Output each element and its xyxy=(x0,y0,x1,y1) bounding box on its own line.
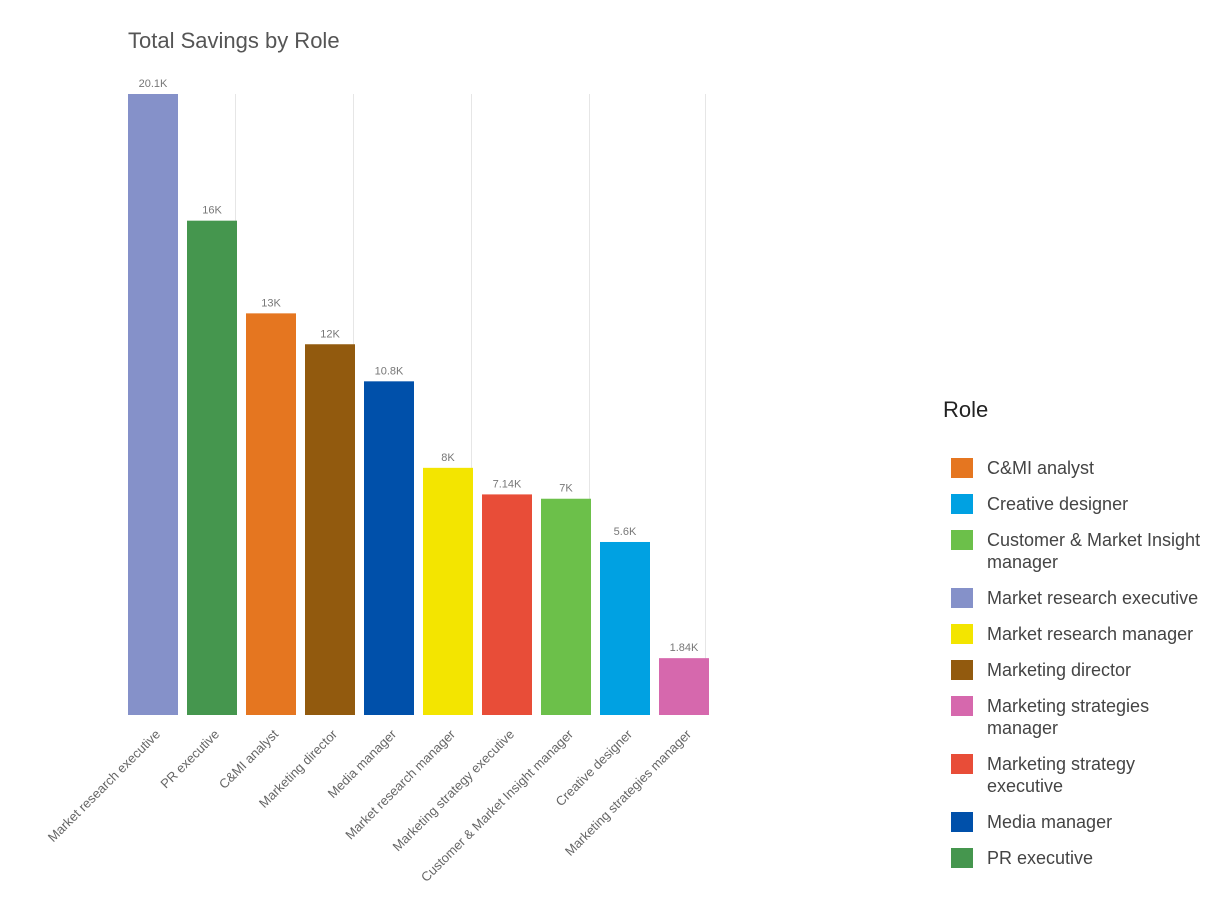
legend-item-8: Marketing strategy executive xyxy=(951,754,1135,796)
legend-label-4: Market research executive xyxy=(987,588,1198,608)
data-label-4: 12K xyxy=(320,328,340,340)
x-tick-label-2: PR executive xyxy=(157,727,222,792)
legend-label-1: C&MI analyst xyxy=(987,458,1094,478)
legend-swatch-10 xyxy=(951,848,973,868)
x-tick-label-3: C&MI analyst xyxy=(216,726,282,792)
bar-7 xyxy=(482,494,532,715)
data-label-8: 7K xyxy=(559,483,573,495)
bar-8 xyxy=(541,498,591,715)
x-tick-label-6: Market research manager xyxy=(342,726,458,842)
x-tick-label-7: Marketing strategy executive xyxy=(390,727,518,855)
bar-9 xyxy=(600,541,650,715)
legend-label-6: Marketing director xyxy=(987,660,1131,680)
data-label-2: 16K xyxy=(202,205,222,217)
data-label-9: 5.6K xyxy=(614,526,637,538)
legend-item-1: C&MI analyst xyxy=(951,458,1094,478)
legend-item-9: Media manager xyxy=(951,812,1112,832)
legend-swatch-5 xyxy=(951,624,973,644)
legend-label-5: Market research manager xyxy=(987,624,1193,644)
bar-4 xyxy=(305,344,355,715)
x-tick-label-1: Market research executive xyxy=(45,727,163,845)
legend: Role C&MI analyst Creative designer Custom… xyxy=(943,397,1200,868)
legend-item-4: Market research executive xyxy=(951,588,1198,608)
data-label-7: 7.14K xyxy=(493,478,522,490)
legend-item-10: PR executive xyxy=(951,848,1093,868)
legend-label-3: Customer & Market Insight manager xyxy=(987,530,1200,572)
bars xyxy=(128,94,709,716)
legend-item-2: Creative designer xyxy=(951,494,1128,514)
legend-swatch-8 xyxy=(951,754,973,774)
data-label-3: 13K xyxy=(261,297,281,309)
data-labels: 20.1K 16K 13K 12K 10.8K 8K 7.14K 7K 5.6K 1.84K xyxy=(139,78,699,654)
legend-label-9: Media manager xyxy=(987,812,1112,832)
legend-swatch-7 xyxy=(951,696,973,716)
bar-3 xyxy=(246,313,296,715)
data-label-10: 1.84K xyxy=(670,642,699,654)
legend-item-5: Market research manager xyxy=(951,624,1193,644)
chart-title: Total Savings by Role xyxy=(128,28,340,53)
data-label-1: 20.1K xyxy=(139,78,168,90)
legend-label-7: Marketing strategies manager xyxy=(987,696,1149,738)
bar-2 xyxy=(187,220,237,716)
bar-10 xyxy=(659,658,709,715)
legend-title: Role xyxy=(943,397,988,422)
legend-swatch-4 xyxy=(951,588,973,608)
legend-swatch-3 xyxy=(951,530,973,550)
legend-item-6: Marketing director xyxy=(951,660,1131,680)
legend-item-7: Marketing strategies manager xyxy=(951,696,1149,738)
x-tick-label-10: Marketing strategies manager xyxy=(562,726,695,859)
bar-1 xyxy=(128,94,178,715)
legend-item-3: Customer & Market Insight manager xyxy=(951,530,1200,572)
legend-swatch-6 xyxy=(951,660,973,680)
bar-5 xyxy=(364,381,414,715)
legend-label-2: Creative designer xyxy=(987,494,1128,514)
legend-swatch-2 xyxy=(951,494,973,514)
bar-6 xyxy=(423,467,473,715)
legend-label-8: Marketing strategy executive xyxy=(987,754,1135,796)
legend-swatch-9 xyxy=(951,812,973,832)
data-label-5: 10.8K xyxy=(375,365,404,377)
data-label-6: 8K xyxy=(441,452,455,464)
legend-label-10: PR executive xyxy=(987,848,1093,868)
legend-swatch-1 xyxy=(951,458,973,478)
